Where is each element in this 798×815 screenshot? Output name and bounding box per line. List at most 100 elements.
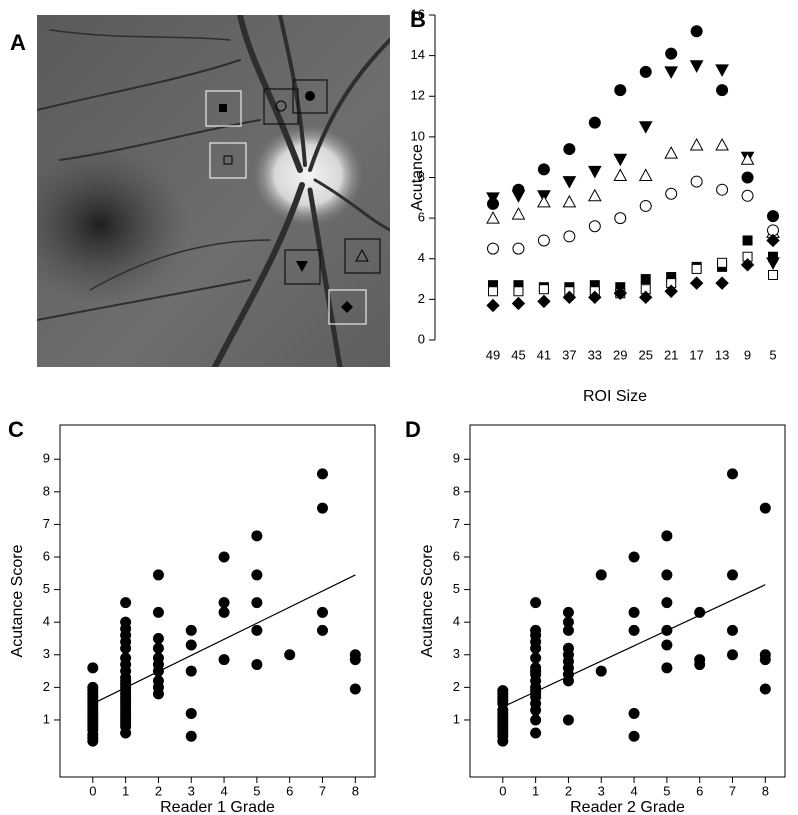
point <box>588 290 602 305</box>
point <box>727 649 738 661</box>
point <box>152 652 164 664</box>
point <box>562 714 574 726</box>
x-tick-label: 1 <box>122 783 129 798</box>
point <box>152 642 164 654</box>
point <box>638 121 653 134</box>
y-tick-label: 9 <box>43 451 50 466</box>
point <box>251 624 263 636</box>
x-tick-label: 2 <box>565 783 572 798</box>
x-tick-label: 4 <box>220 783 227 798</box>
point <box>185 707 197 719</box>
point <box>614 84 627 97</box>
point <box>152 632 164 644</box>
x-tick-label: 21 <box>664 347 678 362</box>
point <box>562 194 577 208</box>
y-tick-label: 4 <box>453 614 460 629</box>
point <box>690 175 703 188</box>
point <box>661 639 673 651</box>
x-tick-label: 2 <box>155 783 162 798</box>
x-tick-label: 41 <box>537 347 551 362</box>
y-axis-title: Acutance <box>409 144 426 211</box>
y-tick-label: 1 <box>43 711 50 726</box>
point <box>628 730 640 742</box>
point <box>661 597 673 609</box>
point <box>768 251 778 262</box>
point <box>759 683 771 695</box>
point <box>87 662 99 674</box>
point <box>759 649 771 661</box>
point <box>185 730 197 742</box>
point <box>716 183 729 196</box>
x-tick-label: 8 <box>352 783 359 798</box>
point <box>538 284 549 295</box>
x-tick-label: 8 <box>762 783 769 798</box>
point <box>661 530 673 542</box>
point <box>120 597 132 609</box>
y-tick-label: 1 <box>453 711 460 726</box>
x-tick-label: 45 <box>511 347 525 362</box>
point <box>562 642 574 654</box>
x-tick-label: 7 <box>319 783 326 798</box>
point <box>349 683 361 695</box>
point <box>628 624 640 636</box>
point <box>562 606 574 618</box>
y-tick-label: 14 <box>411 47 425 62</box>
point <box>639 65 652 78</box>
point <box>691 263 702 274</box>
point <box>251 659 263 671</box>
point <box>694 606 706 618</box>
point <box>759 502 771 514</box>
x-tick-label: 6 <box>696 783 703 798</box>
y-tick-label: 4 <box>418 250 425 265</box>
point <box>664 284 678 298</box>
x-axis-title: Reader 1 Grade <box>160 799 275 815</box>
y-tick-label: 6 <box>453 548 460 563</box>
point <box>639 290 653 305</box>
point <box>766 233 780 248</box>
y-axis-title: Acutance Score <box>9 544 26 657</box>
point <box>613 168 628 181</box>
point <box>562 616 574 628</box>
point <box>661 569 673 581</box>
x-tick-label: 33 <box>588 347 602 362</box>
panel-label: A <box>10 30 26 55</box>
point <box>690 25 703 38</box>
point <box>689 137 704 151</box>
point <box>185 624 197 636</box>
point <box>717 257 728 268</box>
point <box>120 616 132 628</box>
y-tick-label: 4 <box>43 614 50 629</box>
point <box>513 286 524 297</box>
y-tick-label: 8 <box>43 483 50 498</box>
x-tick-label: 0 <box>89 783 96 798</box>
x-tick-label: 29 <box>613 347 627 362</box>
y-tick-label: 2 <box>43 679 50 694</box>
point <box>530 662 542 674</box>
point <box>661 662 673 674</box>
point <box>741 171 754 184</box>
point <box>511 190 526 203</box>
point <box>185 639 197 651</box>
point <box>218 551 230 563</box>
x-tick-label: 5 <box>769 347 776 362</box>
x-tick-label: 9 <box>744 347 751 362</box>
point <box>317 624 328 636</box>
y-tick-label: 6 <box>43 548 50 563</box>
panel-label: C <box>8 417 24 442</box>
point <box>628 707 640 719</box>
point <box>588 116 601 129</box>
x-tick-label: 5 <box>663 783 670 798</box>
point <box>767 210 779 223</box>
point <box>218 606 230 618</box>
point <box>317 468 328 480</box>
point <box>284 649 296 661</box>
point <box>152 569 164 581</box>
y-tick-label: 7 <box>43 516 50 531</box>
x-tick-label: 5 <box>253 783 260 798</box>
point <box>639 199 652 212</box>
point <box>251 597 263 609</box>
plot-frame <box>469 424 786 778</box>
point <box>613 153 628 167</box>
point <box>740 152 755 165</box>
y-tick-label: 10 <box>411 128 425 143</box>
